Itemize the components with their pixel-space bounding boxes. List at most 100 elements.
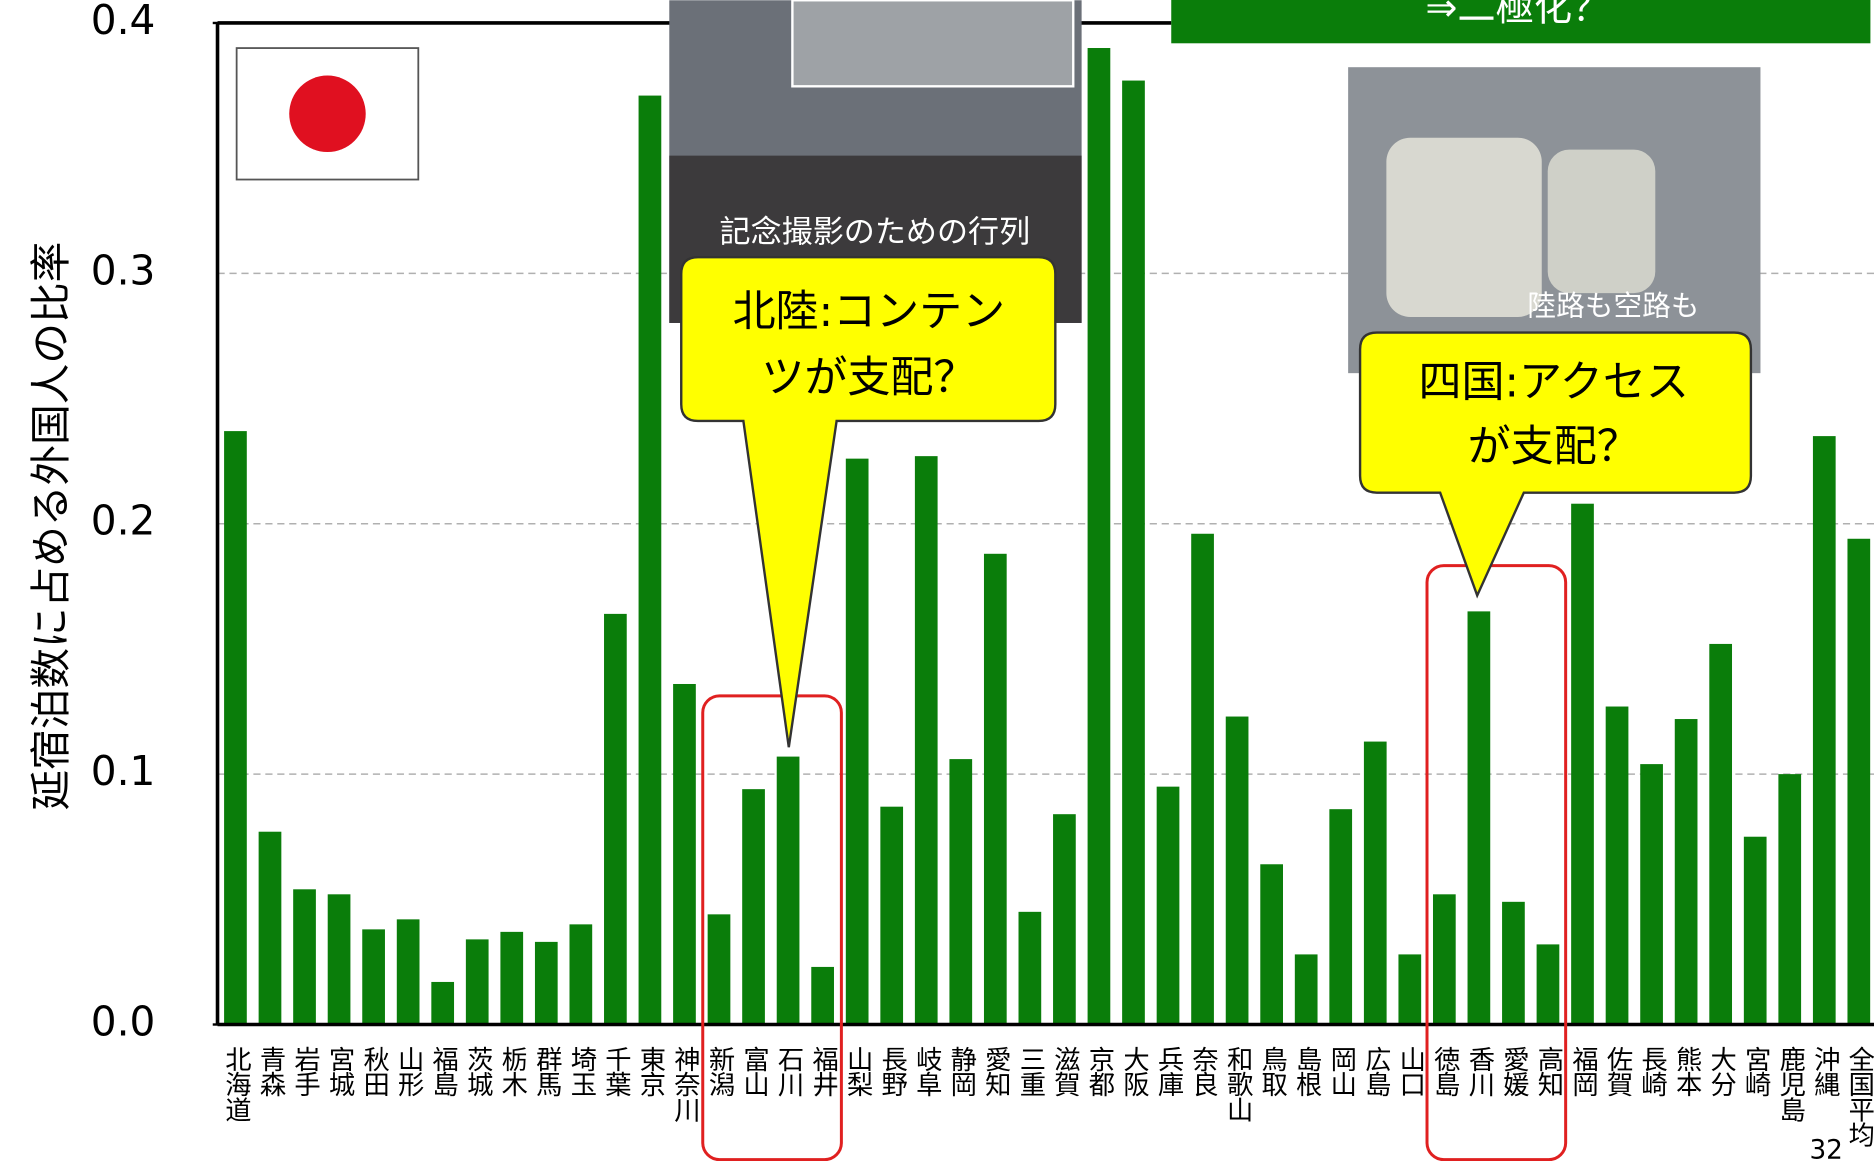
x-tick-label: 茨城 <box>462 1046 492 1097</box>
x-tick-label: 長野 <box>877 1046 908 1096</box>
highlight-box <box>701 694 843 1162</box>
bar <box>1536 944 1560 1025</box>
bar <box>1502 901 1525 1025</box>
bar <box>1225 716 1249 1025</box>
x-tick-label: 山形 <box>393 1046 424 1097</box>
bar <box>1778 774 1802 1025</box>
bar <box>1571 503 1594 1025</box>
bar <box>880 806 904 1025</box>
bar <box>983 553 1007 1025</box>
bar <box>811 966 834 1025</box>
x-tick-label: 宮崎 <box>1740 1046 1770 1097</box>
bar <box>1087 48 1111 1025</box>
x-tick-label: 千葉 <box>600 1046 631 1097</box>
bar <box>845 458 869 1025</box>
train <box>1386 137 1542 317</box>
x-tick-label: 福岡 <box>1568 1046 1599 1097</box>
x-tick-label: 徳島 <box>1429 1046 1460 1097</box>
x-tick-label: 岡山 <box>1326 1046 1356 1097</box>
banner-text: ⇒二極化？ <box>1425 0 1610 30</box>
x-tick-label: 新潟 <box>704 1046 735 1097</box>
x-tick-label: 和歌山 <box>1222 1046 1253 1122</box>
x-tick-label: 佐賀 <box>1602 1046 1633 1097</box>
bar <box>1847 538 1871 1025</box>
bar <box>396 919 420 1025</box>
x-tick-label: 大阪 <box>1118 1046 1148 1097</box>
banner <box>1171 0 1871 44</box>
x-tick-label: 山口 <box>1395 1046 1425 1096</box>
bar <box>604 613 627 1025</box>
x-tick-label: 長崎 <box>1637 1046 1667 1097</box>
x-tick-label: 岐阜 <box>911 1046 941 1097</box>
x-tick-label: 岩手 <box>290 1046 321 1097</box>
y-tick-label: 0.2 <box>91 497 156 545</box>
flag-circle <box>289 75 366 153</box>
x-tick-label: 鹿児島 <box>1775 1046 1806 1122</box>
x-tick-label: 奈良 <box>1188 1046 1219 1097</box>
callout-text: が支配？ <box>1468 422 1640 472</box>
bar <box>914 456 938 1025</box>
bar <box>534 941 558 1025</box>
bar <box>949 759 973 1025</box>
x-tick-label: 愛媛 <box>1498 1046 1529 1097</box>
x-tick-label: 京都 <box>1084 1046 1115 1097</box>
x-tick-label: 福島 <box>428 1046 459 1097</box>
bar <box>742 789 765 1025</box>
bar <box>1605 706 1629 1025</box>
bar <box>1294 954 1318 1025</box>
bar <box>1432 894 1456 1025</box>
x-tick-label: 三重 <box>1015 1046 1045 1096</box>
bar <box>638 95 662 1025</box>
train <box>1547 149 1656 294</box>
x-tick-label: 全国平均 <box>1844 1046 1874 1147</box>
callout <box>1358 331 1753 599</box>
x-tick-label: 熊本 <box>1671 1046 1702 1097</box>
bar <box>1709 643 1733 1025</box>
bar <box>327 894 351 1025</box>
x-tick-label: 北海道 <box>220 1046 251 1122</box>
bar <box>1329 809 1353 1025</box>
bar <box>1674 719 1698 1025</box>
bar <box>258 831 282 1025</box>
x-tick-label: 大分 <box>1706 1046 1736 1097</box>
bar <box>776 756 800 1025</box>
page-number: 32 <box>1809 1136 1842 1166</box>
bar <box>1743 836 1767 1025</box>
bar <box>1156 786 1180 1025</box>
x-tick-label: 富山 <box>739 1046 769 1097</box>
x-tick-label: 高知 <box>1533 1046 1564 1097</box>
x-tick-label: 滋賀 <box>1049 1046 1080 1097</box>
bar <box>362 929 385 1025</box>
photo-caption: 陸路も空路も <box>1527 288 1699 322</box>
bar <box>224 431 247 1025</box>
x-tick-label: 埼玉 <box>566 1046 597 1096</box>
y-tick-label: 0.0 <box>91 998 156 1046</box>
callout-text: 北陸:コンテン <box>733 287 1006 337</box>
bar <box>1053 814 1076 1025</box>
bar <box>293 889 316 1025</box>
japan-flag <box>235 47 420 181</box>
x-tick-label: 兵庫 <box>1153 1046 1184 1097</box>
bar <box>1812 436 1836 1025</box>
bar <box>431 981 455 1025</box>
x-tick-label: 島根 <box>1291 1046 1322 1097</box>
x-tick-label: 鳥取 <box>1257 1046 1288 1097</box>
y-tick-label: 0.3 <box>91 246 156 294</box>
bar <box>1260 864 1283 1025</box>
y-axis-label: 延宿泊数に占める外国人の比率 <box>27 242 75 811</box>
x-tick-label: 青森 <box>255 1046 286 1097</box>
x-tick-label: 石川 <box>773 1046 804 1097</box>
x-tick-label: 広島 <box>1360 1046 1390 1097</box>
x-tick-label: 山梨 <box>842 1046 873 1097</box>
bar <box>569 924 593 1025</box>
callout-text: ツが支配？ <box>761 353 976 403</box>
photo-caption: 記念撮影のための行列 <box>720 214 1031 250</box>
y-tick-label: 0.4 <box>91 0 156 44</box>
highlight-box <box>1425 564 1568 1162</box>
x-tick-label: 香川 <box>1464 1046 1495 1097</box>
callout <box>680 256 1057 748</box>
bar <box>1122 80 1145 1025</box>
bar <box>500 931 524 1025</box>
x-tick-label: 静岡 <box>946 1046 976 1097</box>
